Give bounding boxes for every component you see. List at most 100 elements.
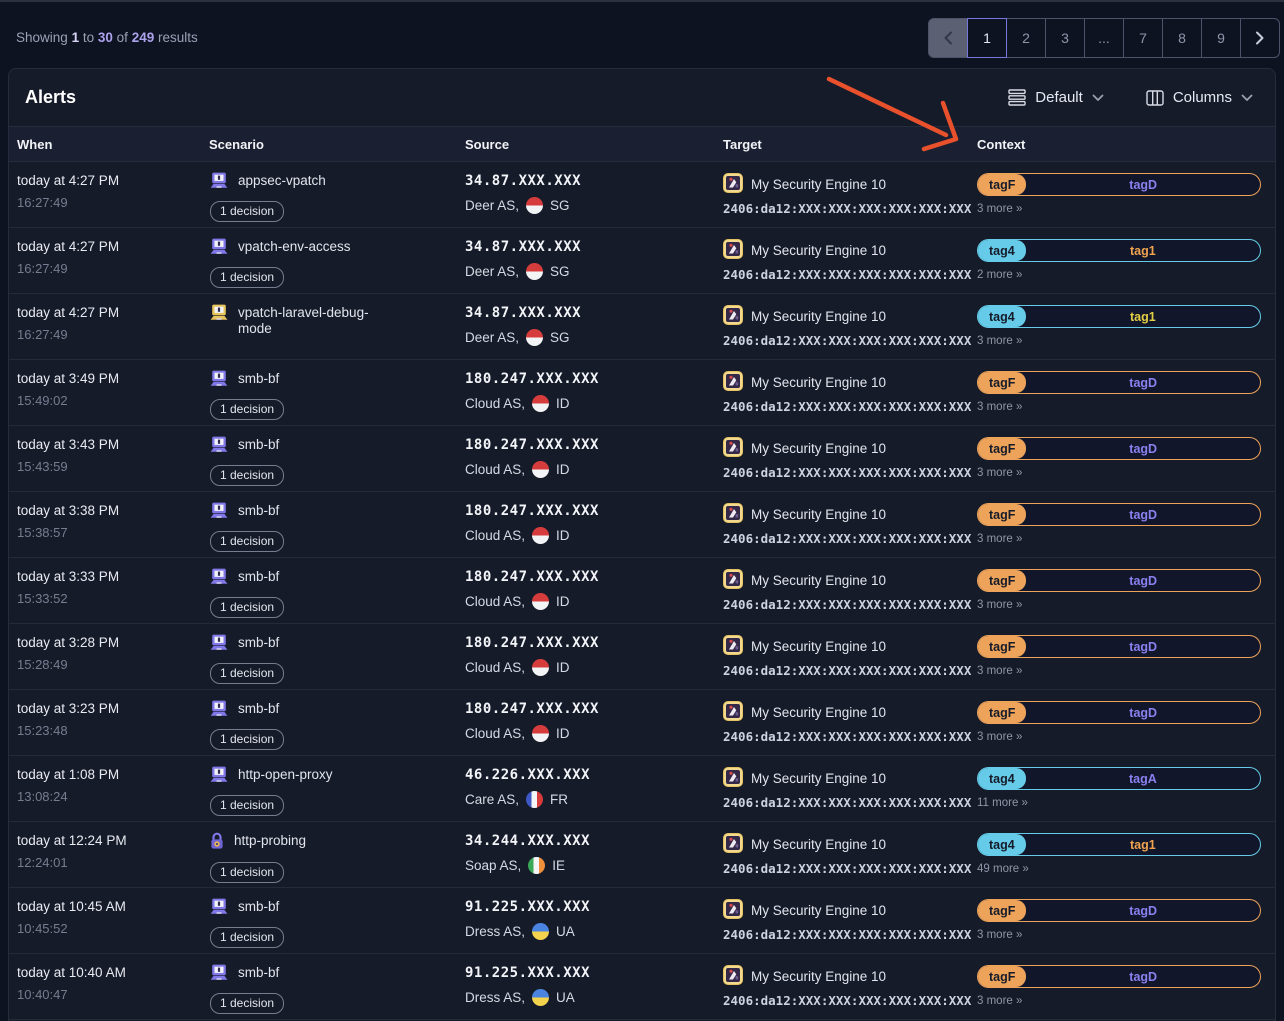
rows-layout-icon bbox=[1008, 89, 1026, 106]
context-tag-pill[interactable]: tagF tagD bbox=[977, 701, 1261, 724]
context-more-link[interactable]: 11 more » bbox=[977, 797, 1028, 809]
table-row[interactable]: today at 3:38 PM 15:38:57 smb-bf 1 decis… bbox=[9, 492, 1275, 558]
context-more-link[interactable]: 3 more » bbox=[977, 533, 1023, 545]
context-tag-right: tagD bbox=[1129, 573, 1158, 588]
context-tag-pill[interactable]: tag4 tag1 bbox=[977, 305, 1261, 328]
context-tag-right: tagD bbox=[1129, 375, 1158, 390]
decision-badge: 1 decision bbox=[210, 597, 285, 618]
table-row[interactable]: today at 10:45 AM 10:45:52 smb-bf 1 deci… bbox=[9, 888, 1275, 954]
scenario-cell: vpatch-laravel-debug-mode bbox=[201, 304, 457, 359]
alert-time-exact: 16:27:49 bbox=[17, 327, 68, 342]
alert-time-relative: today at 10:45 AM bbox=[17, 899, 126, 914]
context-tag-pill[interactable]: tagF tagD bbox=[977, 899, 1261, 922]
source-as-name: Cloud AS, bbox=[465, 462, 526, 477]
context-tag-pill[interactable]: tagF tagD bbox=[977, 965, 1261, 988]
scenario-cell: smb-bf 1 decision bbox=[201, 370, 457, 425]
scenario-laptop-icon bbox=[209, 304, 229, 326]
source-cell: 91.225.XXX.XXX Dress AS, UA bbox=[457, 965, 715, 1019]
table-row[interactable]: today at 1:08 PM 13:08:24 http-open-prox… bbox=[9, 756, 1275, 822]
view-selector-button[interactable]: Default bbox=[1008, 89, 1104, 106]
pagination-next-button[interactable] bbox=[1240, 18, 1280, 58]
pagination-ellipsis[interactable]: ... bbox=[1084, 18, 1124, 58]
table-row[interactable]: today at 4:27 PM 16:27:49 appsec-vpatch … bbox=[9, 162, 1275, 228]
alert-time-relative: today at 3:28 PM bbox=[17, 635, 120, 650]
context-more-link[interactable]: 3 more » bbox=[977, 731, 1023, 743]
context-tag-right: tag1 bbox=[1130, 837, 1156, 852]
pagination-page-7[interactable]: 7 bbox=[1123, 18, 1163, 58]
context-tag-right: tagA bbox=[1128, 771, 1157, 786]
target-cell: My Security Engine 10 2406:da12:XXX:XXX:… bbox=[715, 437, 971, 491]
columns-button[interactable]: Columns bbox=[1146, 89, 1253, 106]
chevron-left-icon bbox=[943, 31, 953, 45]
source-ip: 91.225.XXX.XXX bbox=[465, 899, 591, 915]
alert-time-relative: today at 3:38 PM bbox=[17, 503, 120, 518]
column-header-target: Target bbox=[723, 136, 762, 152]
country-flag bbox=[532, 593, 550, 610]
columns-button-label: Columns bbox=[1172, 89, 1232, 106]
context-tag-right: tagD bbox=[1129, 969, 1158, 984]
scenario-name: smb-bf bbox=[238, 371, 280, 386]
table-row[interactable]: today at 4:27 PM 16:27:49 vpatch-env-acc… bbox=[9, 228, 1275, 294]
context-cell: tag4 tag1 2 more » bbox=[969, 239, 1275, 293]
table-row[interactable]: today at 3:28 PM 15:28:49 smb-bf 1 decis… bbox=[9, 624, 1275, 690]
column-header-when: When bbox=[17, 136, 53, 152]
pagination-page-8[interactable]: 8 bbox=[1162, 18, 1202, 58]
context-tag-pill[interactable]: tagF tagD bbox=[977, 437, 1261, 460]
context-more-link[interactable]: 3 more » bbox=[977, 929, 1023, 941]
context-tag-pill[interactable]: tagF tagD bbox=[977, 569, 1261, 592]
pagination-page-3[interactable]: 3 bbox=[1045, 18, 1085, 58]
security-engine-avatar bbox=[723, 701, 743, 724]
context-tag-pill[interactable]: tag4 tag1 bbox=[977, 833, 1261, 856]
context-more-link[interactable]: 3 more » bbox=[977, 995, 1023, 1007]
context-tag-pill[interactable]: tag4 tagA bbox=[977, 767, 1261, 790]
context-tag-right: tag1 bbox=[1130, 243, 1156, 258]
table-row[interactable]: today at 3:33 PM 15:33:52 smb-bf 1 decis… bbox=[9, 558, 1275, 624]
target-cell: My Security Engine 10 2406:da12:XXX:XXX:… bbox=[715, 569, 971, 623]
table-row[interactable]: today at 4:27 PM 16:27:49 vpatch-laravel… bbox=[9, 294, 1275, 360]
pagination-page-9[interactable]: 9 bbox=[1201, 18, 1241, 58]
decision-badge: 1 decision bbox=[210, 465, 285, 486]
context-tag-right: tagD bbox=[1129, 903, 1158, 918]
table-row[interactable]: today at 12:24 PM 12:24:01 http-probing … bbox=[9, 822, 1275, 888]
scenario-name: smb-bf bbox=[238, 701, 280, 716]
context-tag-pill[interactable]: tagF tagD bbox=[977, 503, 1261, 526]
pagination-prev-button[interactable] bbox=[928, 18, 968, 58]
results-summary-text: Showing bbox=[16, 30, 68, 45]
table-row[interactable]: today at 3:49 PM 15:49:02 smb-bf 1 decis… bbox=[9, 360, 1275, 426]
context-tag-pill[interactable]: tag4 tag1 bbox=[977, 239, 1261, 262]
context-more-link[interactable]: 3 more » bbox=[977, 467, 1023, 479]
source-ip: 34.87.XXX.XXX bbox=[465, 239, 582, 255]
context-more-link[interactable]: 49 more » bbox=[977, 863, 1029, 875]
context-more-link[interactable]: 3 more » bbox=[977, 599, 1023, 611]
context-more-link[interactable]: 3 more » bbox=[977, 335, 1023, 347]
source-ip: 34.87.XXX.XXX bbox=[465, 173, 582, 189]
context-tag-pill[interactable]: tagF tagD bbox=[977, 635, 1261, 658]
target-engine-name: My Security Engine 10 bbox=[751, 573, 887, 588]
context-more-link[interactable]: 3 more » bbox=[977, 665, 1023, 677]
context-more-link[interactable]: 3 more » bbox=[977, 203, 1023, 215]
target-engine-name: My Security Engine 10 bbox=[751, 177, 887, 192]
scenario-laptop-icon bbox=[209, 568, 229, 590]
scenario-cell: smb-bf 1 decision bbox=[201, 898, 457, 953]
source-ip: 180.247.XXX.XXX bbox=[465, 371, 599, 387]
context-cell: tagF tagD 3 more » bbox=[969, 371, 1275, 425]
table-row[interactable]: today at 3:43 PM 15:43:59 smb-bf 1 decis… bbox=[9, 426, 1275, 492]
when-cell: today at 3:49 PM 15:49:02 bbox=[9, 371, 201, 425]
target-ip: 2406:da12:XXX:XXX:XXX:XXX:XXX:XXX bbox=[723, 399, 972, 414]
context-tag-pill[interactable]: tagF tagD bbox=[977, 371, 1261, 394]
scenario-cell: http-open-proxy 1 decision bbox=[201, 766, 457, 821]
context-more-link[interactable]: 2 more » bbox=[977, 269, 1023, 281]
table-row[interactable]: today at 3:23 PM 15:23:48 smb-bf 1 decis… bbox=[9, 690, 1275, 756]
context-tag-left: tag4 bbox=[978, 834, 1026, 855]
context-tag-left: tagF bbox=[978, 900, 1027, 921]
pagination-page-1[interactable]: 1 bbox=[967, 18, 1007, 58]
context-more-link[interactable]: 3 more » bbox=[977, 401, 1023, 413]
country-flag bbox=[532, 659, 550, 676]
context-tag-pill[interactable]: tagF tagD bbox=[977, 173, 1261, 196]
scenario-cell: smb-bf 1 decision bbox=[201, 502, 457, 557]
when-cell: today at 4:27 PM 16:27:49 bbox=[9, 305, 201, 359]
source-country-code: ID bbox=[556, 462, 570, 477]
context-tag-left: tagF bbox=[978, 174, 1027, 195]
table-row[interactable]: today at 10:40 AM 10:40:47 smb-bf 1 deci… bbox=[9, 954, 1275, 1020]
pagination-page-2[interactable]: 2 bbox=[1006, 18, 1046, 58]
